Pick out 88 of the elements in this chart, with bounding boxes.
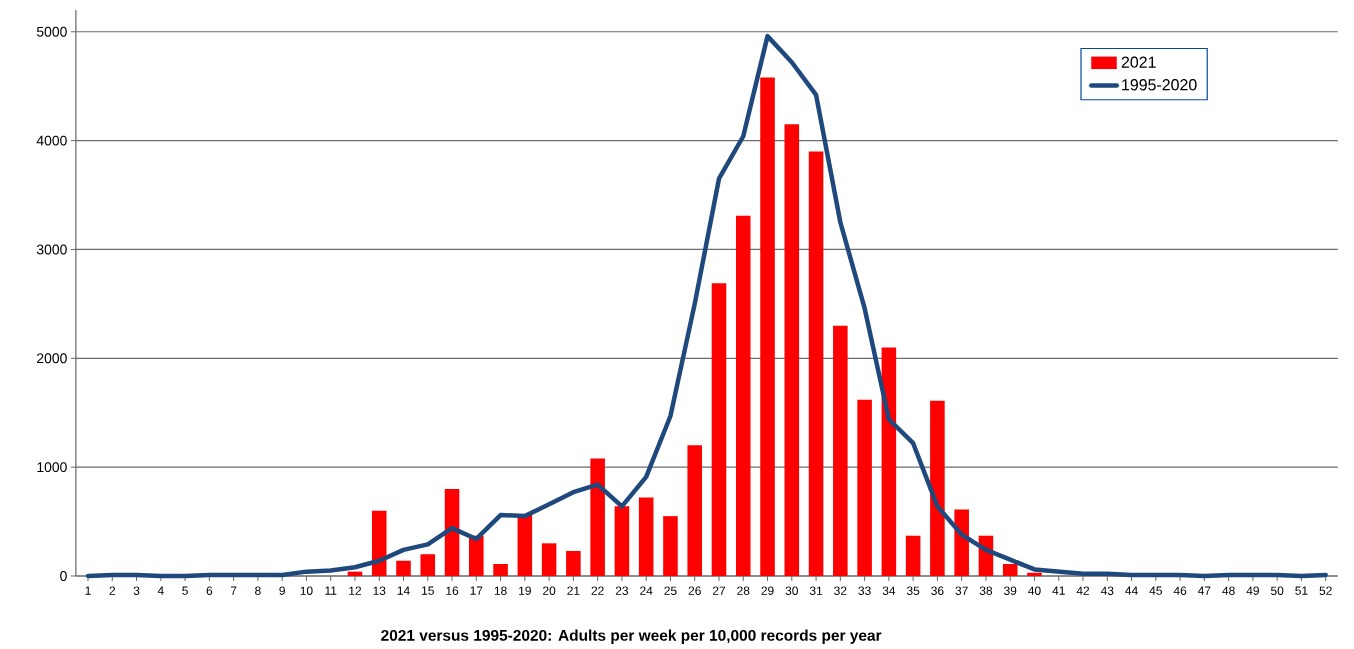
- x-tick-label: 38: [979, 586, 993, 595]
- x-tick-label: 9: [279, 586, 285, 595]
- x-tick-label: 21: [567, 586, 580, 595]
- bar: [687, 445, 702, 576]
- x-tick-label: 32: [834, 586, 847, 595]
- x-tick-label: 17: [470, 586, 483, 595]
- x-tick-label: 2: [109, 586, 116, 595]
- x-tick-label: 45: [1149, 586, 1162, 595]
- y-tick-label: 2000: [37, 353, 67, 364]
- bar: [760, 77, 775, 576]
- x-tick-label: 14: [397, 586, 410, 595]
- x-tick-label: 43: [1100, 586, 1114, 595]
- x-tick-label: 35: [906, 586, 920, 595]
- x-tick-label: 50: [1270, 586, 1284, 595]
- y-tick-label: 5000: [36, 26, 67, 37]
- x-tick-label: 41: [1052, 586, 1065, 595]
- bar: [444, 488, 460, 576]
- bar: [566, 550, 581, 576]
- legend-label: 1995-2020: [1122, 79, 1197, 91]
- x-tick-label: 48: [1222, 586, 1235, 595]
- x-tick-label: 10: [300, 586, 313, 595]
- x-tick-label: 12: [349, 586, 362, 595]
- bar: [469, 535, 484, 576]
- bar: [905, 535, 921, 576]
- bar: [371, 510, 387, 576]
- x-tick-label: 46: [1173, 586, 1187, 595]
- x-tick-label: 28: [737, 586, 750, 595]
- bar: [517, 515, 533, 576]
- x-tick-label: 6: [206, 586, 213, 595]
- x-tick-label: 3: [133, 586, 140, 595]
- bar: [614, 506, 630, 576]
- y-tick-label: 3000: [36, 244, 67, 255]
- x-tick-label: 37: [955, 586, 968, 595]
- x-tick-label: 36: [931, 586, 944, 595]
- x-tick-label: 15: [422, 586, 434, 595]
- x-tick-label: 20: [543, 586, 556, 595]
- x-tick-label: 8: [255, 586, 261, 595]
- x-tick-label: 11: [325, 586, 337, 595]
- x-tick-label: 30: [785, 586, 798, 595]
- x-tick-label: 22: [591, 586, 604, 595]
- bar: [735, 215, 751, 576]
- bar: [784, 124, 800, 576]
- x-tick-label: 19: [519, 586, 531, 595]
- x-tick-label: 40: [1028, 586, 1041, 595]
- bar: [541, 543, 557, 576]
- x-tick-label: 31: [809, 586, 823, 595]
- bar: [954, 509, 969, 576]
- bar: [638, 497, 654, 576]
- x-tick-label: 1: [85, 586, 91, 595]
- x-tick-label: 13: [373, 586, 386, 595]
- x-tick-label: 5: [182, 586, 188, 595]
- x-tick-label: 29: [761, 586, 774, 595]
- x-tick-label: 16: [446, 586, 459, 595]
- bar: [1027, 572, 1042, 576]
- bar: [808, 151, 824, 576]
- x-tick-label: 39: [1004, 586, 1017, 595]
- bar: [930, 400, 945, 576]
- x-tick-label: 33: [858, 586, 871, 595]
- bar: [1002, 564, 1018, 576]
- bar: [833, 325, 848, 576]
- x-axis-title: 2021 versus 1995-2020: Adults per week per 10,000 records per year: [381, 629, 882, 644]
- bar: [663, 516, 678, 576]
- legend-label: 2021: [1121, 56, 1156, 68]
- x-tick-label: 44: [1125, 586, 1138, 595]
- x-tick-label: 51: [1295, 586, 1308, 595]
- x-tick-label: 7: [230, 586, 237, 595]
- x-tick-label: 4: [157, 586, 164, 595]
- y-tick-label: 0: [60, 571, 67, 581]
- x-tick-label: 26: [688, 586, 701, 595]
- x-tick-label: 25: [664, 586, 677, 595]
- bar: [711, 283, 727, 576]
- bar: [420, 554, 436, 576]
- y-tick-label: 4000: [36, 135, 67, 146]
- x-tick-label: 52: [1319, 586, 1332, 595]
- bar: [590, 458, 605, 576]
- x-tick-label: 23: [615, 586, 629, 595]
- x-tick-label: 27: [712, 586, 726, 595]
- bar: [396, 560, 411, 576]
- x-tick-label: 49: [1246, 586, 1259, 595]
- bar: [881, 347, 897, 576]
- y-tick-label: 1000: [37, 462, 67, 473]
- x-tick-label: 18: [494, 586, 507, 595]
- bar: [493, 564, 508, 576]
- x-tick-label: 34: [882, 586, 896, 595]
- bar: [857, 399, 872, 576]
- x-tick-label: 24: [640, 586, 653, 595]
- x-tick-label: 42: [1076, 586, 1090, 595]
- x-tick-label: 47: [1197, 586, 1211, 595]
